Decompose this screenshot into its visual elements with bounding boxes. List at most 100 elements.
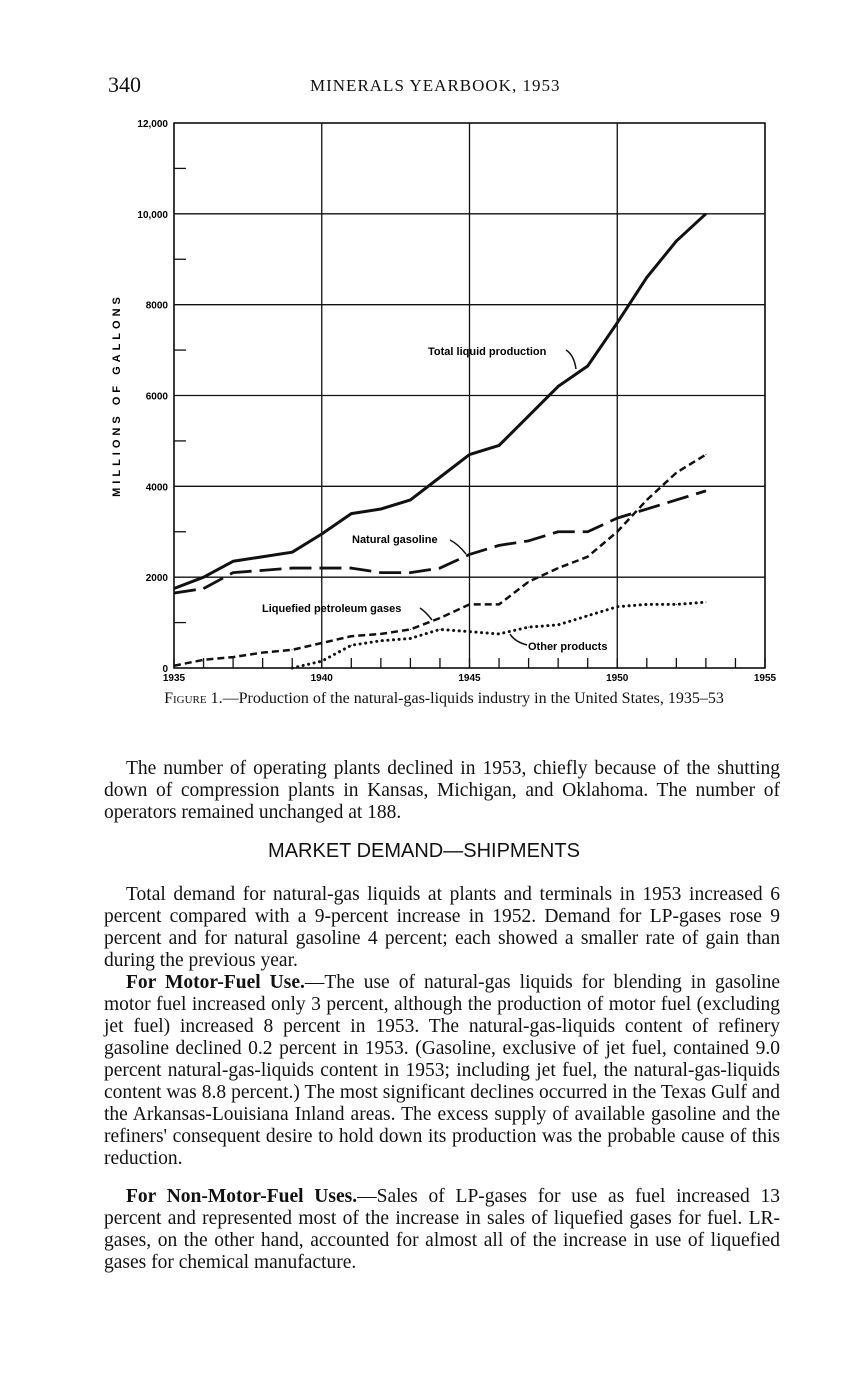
label-total: Total liquid production — [428, 346, 547, 358]
data-point — [469, 603, 470, 605]
data-point — [498, 444, 500, 446]
data-point — [321, 660, 323, 662]
figure-caption: Figure 1.—Production of the natural-gas-… — [104, 690, 784, 707]
paragraph-lead: For Non-Motor-Fuel Uses. — [126, 1186, 358, 1207]
section-heading: MARKET DEMAND—SHIPMENTS — [268, 840, 580, 862]
data-point — [262, 652, 264, 654]
data-point — [675, 499, 677, 501]
data-point — [350, 644, 352, 646]
data-point — [321, 642, 323, 644]
data-point — [380, 572, 382, 574]
data-point — [350, 635, 352, 637]
data-point — [439, 567, 441, 569]
data-point — [528, 415, 530, 417]
y-tick-label: 0 — [162, 664, 168, 675]
data-point — [291, 551, 293, 553]
data-point — [646, 276, 648, 278]
data-point — [409, 499, 411, 501]
data-point — [409, 572, 411, 574]
data-point — [587, 556, 589, 558]
data-point — [291, 667, 293, 669]
caption-text: —Production of the natural-gas-liquids i… — [222, 690, 724, 707]
data-point — [498, 603, 500, 605]
data-point — [469, 553, 470, 555]
data-point — [439, 628, 441, 630]
data-point — [321, 567, 323, 569]
y-tick-label: 2000 — [146, 573, 169, 584]
x-tick-label: 1945 — [458, 673, 481, 684]
data-point — [646, 499, 648, 501]
data-point — [557, 567, 559, 569]
data-point — [380, 508, 382, 510]
data-point — [705, 490, 707, 492]
data-point — [439, 617, 441, 619]
data-point — [262, 556, 264, 558]
data-point — [616, 517, 618, 519]
data-point — [173, 588, 175, 590]
data-point — [380, 640, 382, 642]
x-tick-label: 1940 — [311, 673, 334, 684]
label-natural-gasoline: Natural gasoline — [352, 534, 438, 546]
data-point — [173, 665, 175, 667]
data-point — [675, 603, 677, 605]
data-point — [557, 624, 559, 626]
data-point — [409, 637, 411, 639]
data-point — [587, 531, 589, 533]
data-point — [350, 567, 352, 569]
data-point — [616, 606, 618, 608]
x-tick-label: 1935 — [163, 673, 186, 684]
data-point — [616, 531, 618, 533]
paragraph: For Non-Motor-Fuel Uses.—Sales of LP-gas… — [104, 1186, 780, 1274]
y-tick-label: 6000 — [146, 392, 169, 403]
data-point — [469, 454, 470, 456]
x-tick-label: 1955 — [754, 673, 777, 684]
series-line-total-liquid-production — [173, 212, 707, 590]
data-point — [528, 581, 530, 583]
caption-label: Figure 1. — [164, 690, 223, 707]
data-point — [380, 633, 382, 635]
data-point — [646, 603, 648, 605]
data-point — [705, 213, 707, 215]
data-point — [557, 531, 559, 533]
paragraph-text: —The use of natural-gas liquids for blen… — [104, 972, 780, 1169]
data-point — [203, 576, 205, 578]
data-point — [173, 592, 175, 594]
data-point — [321, 533, 323, 535]
data-point — [203, 588, 205, 590]
data-point — [616, 322, 618, 324]
y-tick-label: 12,000 — [137, 119, 168, 130]
data-point — [498, 544, 500, 546]
production-chart: 1935 1940 1945 1950 1955 0 2000 4000 6000 8000 10,… — [111, 119, 777, 684]
data-point — [232, 572, 234, 574]
paragraph: For Motor-Fuel Use.—The use of natural-g… — [104, 972, 780, 1170]
data-point — [587, 615, 589, 617]
paragraph: The number of operating plants declined … — [104, 758, 780, 823]
page-number: 340 — [108, 72, 141, 97]
y-tick-label: 10,000 — [137, 210, 168, 221]
paragraph: Total demand for natural-gas liquids at … — [104, 884, 780, 971]
paragraph-text: —Sales of LP-gases for use as fuel incre… — [104, 1186, 781, 1273]
data-point — [262, 569, 264, 571]
x-tick-label: 1950 — [606, 673, 629, 684]
paragraph-lead: For Motor-Fuel Use. — [126, 972, 305, 993]
data-point — [587, 365, 589, 367]
data-point — [705, 454, 707, 456]
data-point — [232, 656, 234, 658]
data-point — [291, 567, 293, 569]
data-point — [705, 601, 707, 603]
y-tick-label: 4000 — [146, 482, 169, 493]
data-point — [409, 628, 411, 630]
data-point — [646, 508, 648, 510]
data-point — [498, 633, 500, 635]
data-point — [557, 385, 559, 387]
data-point — [675, 240, 677, 242]
data-point — [439, 476, 441, 478]
data-point — [350, 513, 352, 515]
y-axis-label: MILLIONS OF GALLONS — [111, 293, 123, 497]
data-point — [232, 560, 234, 562]
data-point — [675, 472, 677, 474]
y-tick-label: 8000 — [146, 301, 169, 312]
data-point — [528, 540, 530, 542]
data-point — [528, 626, 530, 628]
